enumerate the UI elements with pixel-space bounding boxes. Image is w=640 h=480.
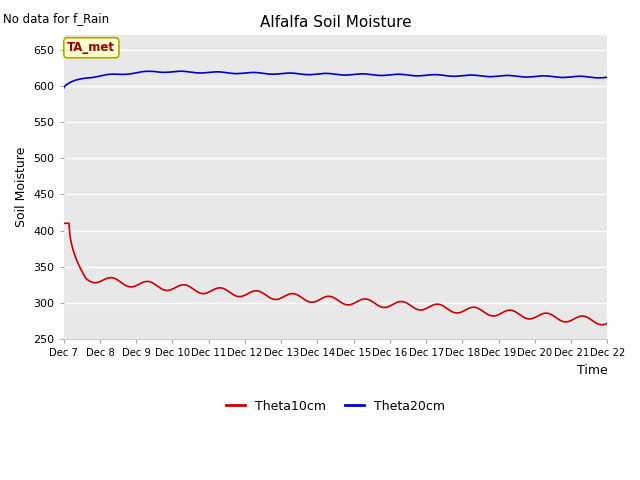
Y-axis label: Soil Moisture: Soil Moisture: [15, 147, 28, 228]
X-axis label: Time: Time: [577, 363, 607, 376]
Title: Alfalfa Soil Moisture: Alfalfa Soil Moisture: [260, 15, 412, 30]
Legend: Theta10cm, Theta20cm: Theta10cm, Theta20cm: [221, 395, 450, 418]
Text: TA_met: TA_met: [67, 41, 115, 54]
Text: No data for f_Rain: No data for f_Rain: [3, 12, 109, 25]
